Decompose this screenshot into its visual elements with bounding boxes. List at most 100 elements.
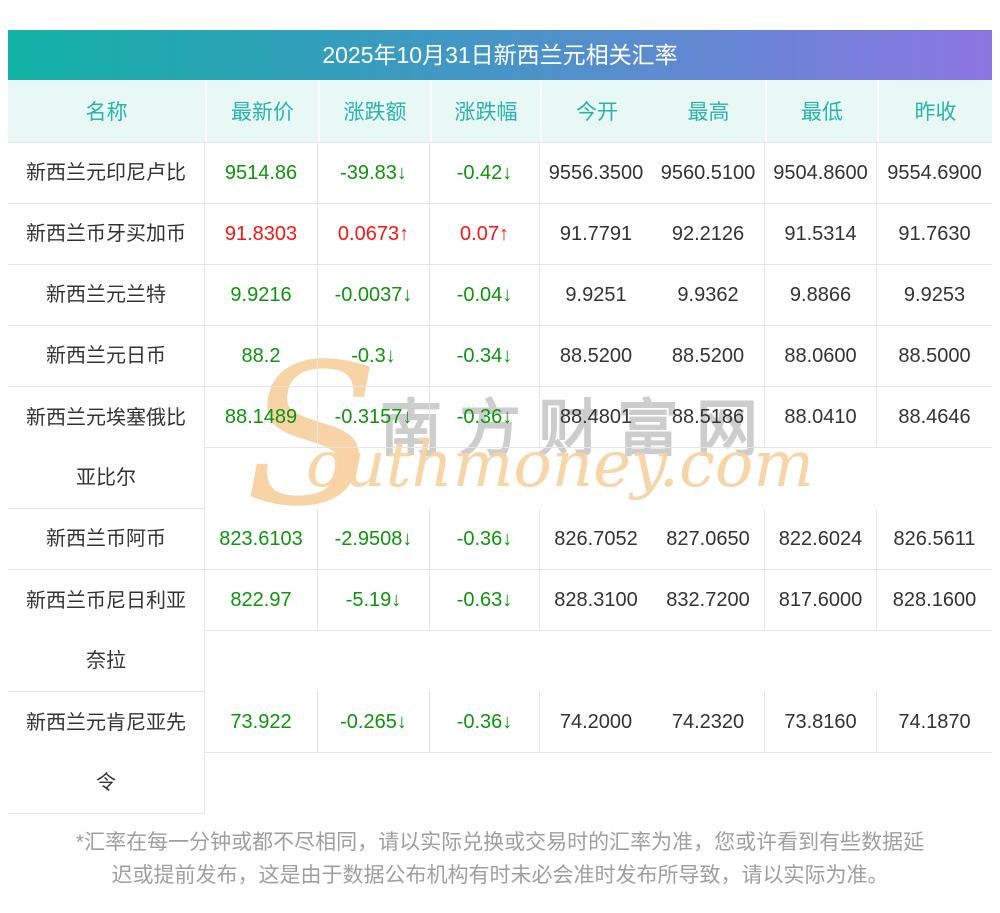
currency-name: 新西兰元日币 — [8, 326, 205, 387]
open-price: 828.3100 — [554, 588, 638, 611]
latest-price: 73.922 — [205, 692, 318, 752]
currency-name: 新西兰元印尼卢比 — [8, 143, 205, 204]
row-data-cells: 88.1489 -0.3157↓ -0.36↓ 88.4801 88.5186 … — [205, 387, 992, 509]
open-price: 88.4801 — [559, 405, 633, 428]
prev-close-price: 9554.6900 — [887, 161, 982, 184]
open-price: 9.9251 — [565, 283, 627, 306]
prev-close-price: 828.1600 — [892, 588, 977, 611]
high-price: 827.0650 — [652, 509, 765, 569]
row-data-strip: 73.922 -0.265↓ -0.36↓ 74.2000 74.2320 73… — [205, 692, 992, 753]
disclaimer-line-1: *汇率在每一分钟或都不尽相同，请以实际兑换或交易时的汇率为准，您或许看到有些数据… — [75, 831, 925, 854]
prev-close-price: 88.4646 — [898, 405, 971, 428]
change-amount: -39.83↓ — [318, 143, 430, 203]
change-amount: 0.0673↑ — [318, 204, 430, 264]
high-price: 92.2126 — [652, 204, 765, 264]
prev-close-price: 9.9253 — [903, 283, 966, 306]
change-percent: 0.07↑ — [430, 204, 540, 264]
column-header-open: 今开 — [540, 80, 652, 142]
currency-name: 新西兰币牙买加币 — [8, 204, 205, 265]
row-data-strip: 88.1489 -0.3157↓ -0.36↓ 88.4801 88.5186 … — [205, 387, 992, 448]
table-header-row: 名称 最新价 涨跌额 涨跌幅 今开 最高 最低 昨收 — [8, 80, 992, 143]
table-row: 新西兰元兰特 9.9216 -0.0037↓ -0.04↓ 9.9251 9.9… — [8, 265, 992, 326]
column-header-name: 名称 — [85, 101, 128, 124]
change-percent: -0.63↓ — [430, 570, 540, 630]
column-header-change: 涨跌额 — [318, 80, 430, 142]
currency-name: 新西兰币阿币 — [8, 509, 205, 570]
latest-price: 9514.86 — [205, 143, 318, 203]
column-header-latest: 最新价 — [205, 80, 318, 142]
prev-close-price: 88.5000 — [898, 344, 971, 367]
high-price: 9.9362 — [652, 265, 765, 325]
table-body: 新西兰元印尼卢比 9514.86 -39.83↓ -0.42↓ 9556.350… — [8, 143, 992, 814]
latest-price: 88.1489 — [205, 387, 318, 447]
high-price: 88.5200 — [652, 326, 765, 386]
change-amount: -2.9508↓ — [318, 509, 430, 569]
latest-price: 91.8303 — [205, 204, 318, 264]
latest-price: 9.9216 — [205, 265, 318, 325]
row-data-strip: 823.6103 -2.9508↓ -0.36↓ 826.7052 827.06… — [205, 509, 992, 570]
latest-price: 823.6103 — [205, 509, 318, 569]
table-row: 新西兰币尼日利亚 奈拉 822.97 -5.19↓ -0.63↓ 828.3100… — [8, 570, 992, 692]
change-amount: -0.0037↓ — [318, 265, 430, 325]
low-price: 88.0410 — [765, 387, 877, 447]
row-data-strip: 9.9216 -0.0037↓ -0.04↓ 9.9251 9.9362 9.8… — [205, 265, 992, 326]
column-header-percent: 涨跌幅 — [430, 80, 540, 142]
disclaimer-line-2: 迟或提前发布，这是由于数据公布机构有时未必会准时发布所导致，请以实际为准。 — [111, 864, 889, 887]
change-percent: -0.42↓ — [430, 143, 540, 203]
low-price: 73.8160 — [765, 692, 877, 752]
row-data-cells: 91.8303 0.0673↑ 0.07↑ 91.7791 92.2126 91… — [205, 204, 992, 265]
currency-name: 新西兰币尼日利亚 奈拉 — [8, 570, 205, 692]
low-price: 822.6024 — [765, 509, 877, 569]
disclaimer-text: *汇率在每一分钟或都不尽相同，请以实际兑换或交易时的汇率为准，您或许看到有些数据… — [0, 826, 1000, 892]
prev-close-price: 826.5611 — [893, 527, 976, 550]
change-amount: -0.3157↓ — [318, 387, 430, 447]
prev-close-price: 74.1870 — [898, 710, 971, 733]
change-percent: -0.36↓ — [430, 509, 540, 569]
table-row: 新西兰币阿币 823.6103 -2.9508↓ -0.36↓ 826.7052… — [8, 509, 992, 570]
open-price: 88.5200 — [559, 344, 633, 367]
currency-name: 新西兰元肯尼亚先令 — [8, 692, 205, 814]
change-amount: -5.19↓ — [318, 570, 430, 630]
low-price: 88.0600 — [765, 326, 877, 386]
table-title: 2025年10月31日新西兰元相关汇率 — [8, 30, 992, 80]
column-header-low: 最低 — [765, 80, 877, 142]
high-price: 9560.5100 — [652, 143, 765, 203]
row-data-cells: 88.2 -0.3↓ -0.34↓ 88.5200 88.5200 88.060… — [205, 326, 992, 387]
exchange-rate-table: 2025年10月31日新西兰元相关汇率 名称 最新价 涨跌额 涨跌幅 今开 最高… — [8, 30, 992, 814]
low-price: 817.6000 — [765, 570, 877, 630]
row-data-strip: 9514.86 -39.83↓ -0.42↓ 9556.3500 9560.51… — [205, 143, 992, 204]
table-row: 新西兰元日币 88.2 -0.3↓ -0.34↓ 88.5200 88.5200… — [8, 326, 992, 387]
open-price: 74.2000 — [559, 710, 633, 733]
row-data-strip: 88.2 -0.3↓ -0.34↓ 88.5200 88.5200 88.060… — [205, 326, 992, 387]
table-row: 新西兰元印尼卢比 9514.86 -39.83↓ -0.42↓ 9556.350… — [8, 143, 992, 204]
open-price: 91.7791 — [559, 222, 633, 245]
low-price: 9504.8600 — [765, 143, 877, 203]
low-price: 9.8866 — [765, 265, 877, 325]
row-data-cells: 73.922 -0.265↓ -0.36↓ 74.2000 74.2320 73… — [205, 692, 992, 814]
high-price: 74.2320 — [652, 692, 765, 752]
column-header-prev-close: 昨收 — [877, 80, 992, 142]
change-percent: -0.34↓ — [430, 326, 540, 386]
table-row: 新西兰元肯尼亚先令 73.922 -0.265↓ -0.36↓ 74.2000 … — [8, 692, 992, 814]
row-data-strip: 822.97 -5.19↓ -0.63↓ 828.3100 832.7200 8… — [205, 570, 992, 631]
open-price: 826.7052 — [554, 527, 638, 550]
currency-name: 新西兰元埃塞俄比 亚比尔 — [8, 387, 205, 509]
row-data-cells: 822.97 -5.19↓ -0.63↓ 828.3100 832.7200 8… — [205, 570, 992, 692]
high-price: 88.5186 — [652, 387, 765, 447]
high-price: 832.7200 — [652, 570, 765, 630]
prev-close-price: 91.7630 — [898, 222, 971, 245]
change-percent: -0.36↓ — [430, 692, 540, 752]
latest-price: 88.2 — [205, 326, 318, 386]
table-row: 新西兰币牙买加币 91.8303 0.0673↑ 0.07↑ 91.7791 9… — [8, 204, 992, 265]
row-data-cells: 9.9216 -0.0037↓ -0.04↓ 9.9251 9.9362 9.8… — [205, 265, 992, 326]
row-data-cells: 9514.86 -39.83↓ -0.42↓ 9556.3500 9560.51… — [205, 143, 992, 204]
open-price: 9556.3500 — [548, 161, 644, 184]
change-percent: -0.36↓ — [430, 387, 540, 447]
currency-name: 新西兰元兰特 — [8, 265, 205, 326]
change-amount: -0.3↓ — [318, 326, 430, 386]
row-data-cells: 823.6103 -2.9508↓ -0.36↓ 826.7052 827.06… — [205, 509, 992, 570]
latest-price: 822.97 — [205, 570, 318, 630]
row-data-strip: 91.8303 0.0673↑ 0.07↑ 91.7791 92.2126 91… — [205, 204, 992, 265]
column-header-high: 最高 — [687, 101, 730, 124]
